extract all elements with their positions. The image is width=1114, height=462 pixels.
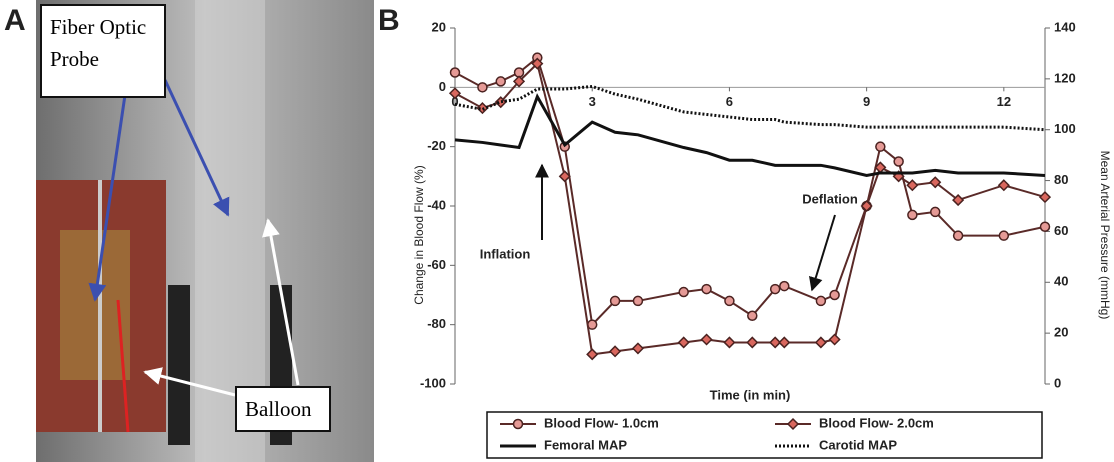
marker [778,336,791,349]
y-tick-label: -80 [427,316,446,331]
legend-label: Carotid MAP [819,437,897,452]
panel-label: A [4,4,26,37]
marker [747,310,758,322]
marker [632,295,644,307]
y2-tick-label: 60 [1054,223,1068,238]
y2-tick-label: 100 [1054,121,1076,136]
marker [723,336,736,349]
marker [814,336,827,349]
y-tick-label: -20 [427,138,446,153]
marker [631,342,645,355]
marker [952,194,965,207]
marker [531,57,544,70]
marker [448,87,462,100]
y2-axis-title: Mean Arterial Pressure (mmHg) [1098,151,1112,320]
y-tick-label: -40 [427,197,446,212]
callout: Balloon [235,386,331,432]
marker [875,141,886,152]
marker [907,209,918,221]
pointer-line [88,94,127,302]
x-tick-label: 0 [451,94,458,109]
legend-swatch [512,418,524,430]
marker [700,333,713,346]
annotation: Deflation [802,191,858,206]
series-line [454,55,1046,327]
marker [586,348,599,361]
legend-label: Blood Flow- 2.0cm [819,415,934,430]
marker [998,230,1010,241]
marker [997,179,1010,192]
marker [815,295,827,307]
x-tick-label: 6 [726,94,733,109]
y2-tick-label: 80 [1054,172,1068,187]
marker [929,176,942,189]
marker [1038,191,1052,204]
y2-tick-label: 0 [1054,375,1061,390]
spine [195,0,265,462]
marker [609,295,621,307]
marker [449,67,461,78]
y2-tick-label: 140 [1054,19,1076,34]
marker [495,76,506,87]
marker [494,96,507,109]
catheter [116,299,130,433]
annotation: Inflation [480,246,531,261]
x-tick-label: 12 [997,94,1011,109]
y2-tick-label: 20 [1054,325,1068,340]
marker [769,336,782,349]
y-tick-label: 0 [439,79,446,94]
series-line [454,93,1046,178]
marker [677,336,690,349]
x-tick-label: 9 [863,94,870,109]
marker [678,286,689,298]
marker [929,206,941,218]
x-axis-title: Time (in min) [710,387,791,402]
marker [828,333,841,346]
marker [746,336,759,349]
marker [829,289,840,301]
legend-label: Blood Flow- 1.0cm [544,415,659,430]
y2-tick-label: 40 [1054,274,1068,289]
callout: Fiber Optic Probe [40,4,166,98]
marker [860,199,873,213]
x-tick-label: 3 [589,94,596,109]
marker [952,230,964,241]
legend-swatch [786,417,800,431]
marker [893,156,904,167]
y-tick-label: -60 [427,257,446,272]
marker [779,280,790,292]
y-axis-title: Change in Blood Flow (%) [412,165,426,304]
pointer-line [163,79,230,217]
y-tick-label: 20 [432,19,446,34]
marker [701,283,712,295]
y-tick-label: -100 [420,375,446,390]
marker [512,75,526,88]
marker [558,170,571,183]
y2-tick-label: 120 [1054,70,1076,85]
pointer-line [262,218,300,386]
marker [724,295,735,307]
marker [609,345,622,358]
marker [477,82,488,93]
legend-label: Femoral MAP [544,437,627,452]
legend [486,411,1043,459]
marker [1039,221,1051,233]
annotation-arrow [809,214,836,292]
marker [906,179,919,192]
marker [769,283,781,295]
pointer-line [143,367,236,397]
panel-label: B [378,4,400,37]
clamp [168,285,190,445]
